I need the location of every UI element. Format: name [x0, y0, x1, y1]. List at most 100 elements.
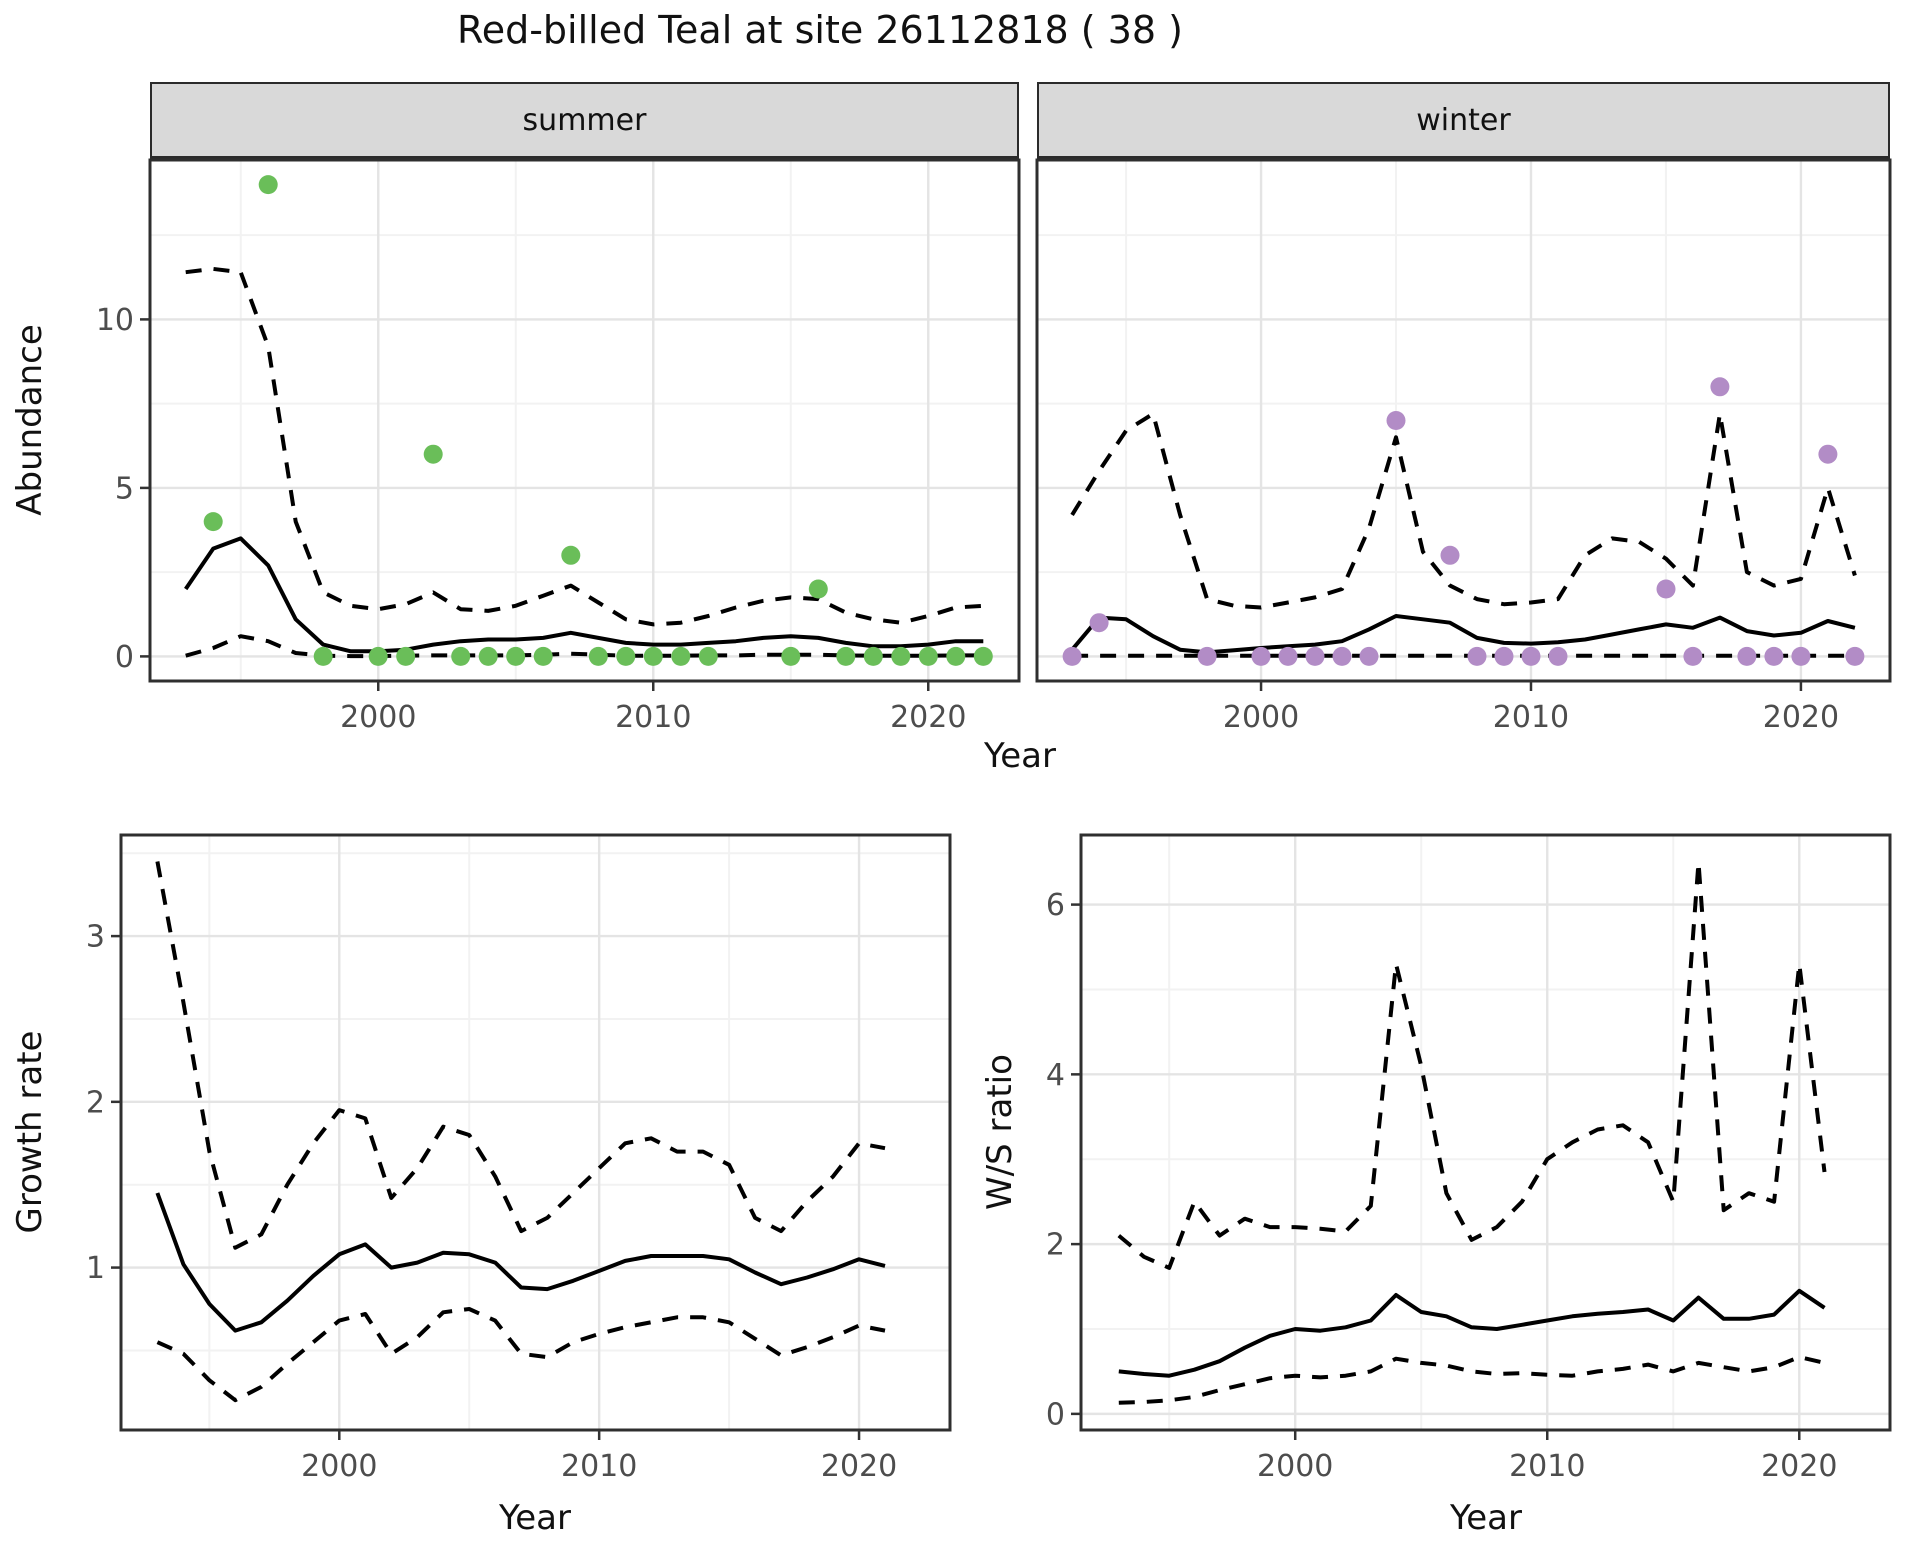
- x-axis-title-year-ws: Year: [1450, 1498, 1522, 1538]
- data-point: [1467, 646, 1487, 666]
- data-point: [561, 545, 581, 565]
- data-point: [1845, 646, 1865, 666]
- axis-ticks-and-labels: 2000 2010 2020 1 2 3: [86, 920, 897, 1484]
- panel-border: [1035, 158, 1892, 683]
- series-mean-line: [184, 536, 984, 654]
- facet-strip-summer-label: summer: [522, 102, 647, 138]
- gridlines-minor: [150, 160, 1019, 681]
- data-point: [1737, 646, 1757, 666]
- x-tick-label: 2020: [821, 1449, 897, 1484]
- gridlines-minor: [121, 835, 950, 1430]
- gridlines-major: [121, 835, 950, 1430]
- data-point: [1440, 545, 1460, 565]
- y-tick-label: 3: [86, 920, 105, 955]
- data-point: [671, 646, 691, 666]
- series-upper-ci-line: [155, 861, 886, 1250]
- x-tick-label: 2020: [890, 700, 966, 735]
- series-upper-ci-line: [1117, 860, 1827, 1270]
- data-point: [918, 646, 938, 666]
- panel-border: [148, 158, 1021, 683]
- data-point: [396, 646, 416, 666]
- data-point: [946, 646, 966, 666]
- data-point: [973, 646, 993, 666]
- x-tick-label: 2010: [1493, 700, 1569, 735]
- ws-ratio-panel: 2000 2010 2020 0 2 4 6: [1046, 833, 1892, 1484]
- y-tick-label: 6: [1046, 888, 1065, 923]
- x-tick-label: 2010: [615, 700, 691, 735]
- observed-points: [1062, 377, 1865, 666]
- series-upper-ci-line: [185, 266, 984, 627]
- x-tick-label: 2020: [1763, 700, 1839, 735]
- panel-background: [1081, 835, 1890, 1430]
- data-point: [1521, 646, 1541, 666]
- data-point: [368, 646, 388, 666]
- data-point: [1305, 646, 1325, 666]
- data-point: [1332, 646, 1352, 666]
- panel-background: [1037, 160, 1890, 681]
- panel-border: [119, 833, 952, 1432]
- panel-background: [150, 160, 1019, 681]
- data-point: [1548, 646, 1568, 666]
- data-point: [1251, 646, 1271, 666]
- y-axis-title-ws-ratio: W/S ratio: [980, 1054, 1020, 1210]
- data-point: [808, 579, 828, 599]
- data-point: [1764, 646, 1784, 666]
- x-axis-title-year-growth: Year: [499, 1498, 571, 1538]
- data-point: [643, 646, 663, 666]
- series-lower-ci-line: [1118, 1355, 1825, 1405]
- gridlines-minor: [1081, 835, 1890, 1430]
- data-point: [1386, 411, 1406, 430]
- series-mean-line: [1118, 1288, 1826, 1378]
- x-axis-title-year-top: Year: [984, 736, 1056, 776]
- data-point: [1683, 646, 1703, 666]
- data-point: [1710, 377, 1730, 397]
- axis-ticks-and-labels: 2000 2010 2020 0 5 10: [96, 303, 967, 735]
- data-point: [451, 646, 471, 666]
- y-axis-title-growth-rate: Growth rate: [10, 1030, 50, 1234]
- x-tick-label: 2020: [1761, 1449, 1837, 1484]
- data-point: [1062, 646, 1082, 666]
- y-tick-label: 1: [86, 1251, 105, 1286]
- x-tick-label: 2000: [1223, 700, 1299, 735]
- series-upper-ci-line: [1070, 411, 1857, 610]
- observed-points: [203, 175, 993, 666]
- facet-strip-winter-label: winter: [1416, 102, 1511, 138]
- data-point: [588, 646, 608, 666]
- x-tick-label: 2000: [1257, 1449, 1333, 1484]
- series-mean-line: [155, 1192, 886, 1333]
- y-tick-label: 10: [96, 303, 134, 338]
- series-lower-ci-line: [185, 634, 984, 659]
- data-point: [533, 646, 553, 666]
- x-tick-label: 2010: [1509, 1449, 1585, 1484]
- data-point: [1359, 646, 1379, 666]
- data-point: [698, 646, 718, 666]
- data-point: [836, 646, 856, 666]
- plot-title: Red-billed Teal at site 26112818 ( 38 ): [457, 8, 1183, 52]
- data-point: [1791, 646, 1811, 666]
- data-point: [506, 646, 526, 666]
- data-point: [313, 646, 333, 666]
- axis-ticks-and-labels: 2000 2010 2020 0 2 4 6: [1046, 888, 1838, 1484]
- data-point: [1278, 646, 1298, 666]
- data-point: [423, 444, 443, 464]
- facet-strip-winter: winter: [1037, 82, 1890, 160]
- data-point: [891, 646, 911, 666]
- y-axis-title-abundance: Abundance: [10, 324, 50, 516]
- axis-ticks-and-labels: 2000 2010 2020: [1223, 681, 1839, 735]
- series-lines: [155, 861, 886, 1403]
- facet-strip-summer: summer: [150, 82, 1019, 160]
- y-tick-label: 2: [1046, 1228, 1065, 1263]
- data-point: [1494, 646, 1514, 666]
- y-tick-label: 0: [115, 640, 134, 675]
- y-tick-label: 5: [115, 471, 134, 506]
- data-point: [1656, 579, 1676, 599]
- data-point: [781, 646, 801, 666]
- series-lines: [1117, 860, 1827, 1405]
- data-point: [616, 646, 636, 666]
- x-tick-label: 2010: [561, 1449, 637, 1484]
- y-tick-label: 4: [1046, 1058, 1065, 1093]
- data-point: [478, 646, 498, 666]
- panel-background: [121, 835, 950, 1430]
- data-point: [863, 646, 883, 666]
